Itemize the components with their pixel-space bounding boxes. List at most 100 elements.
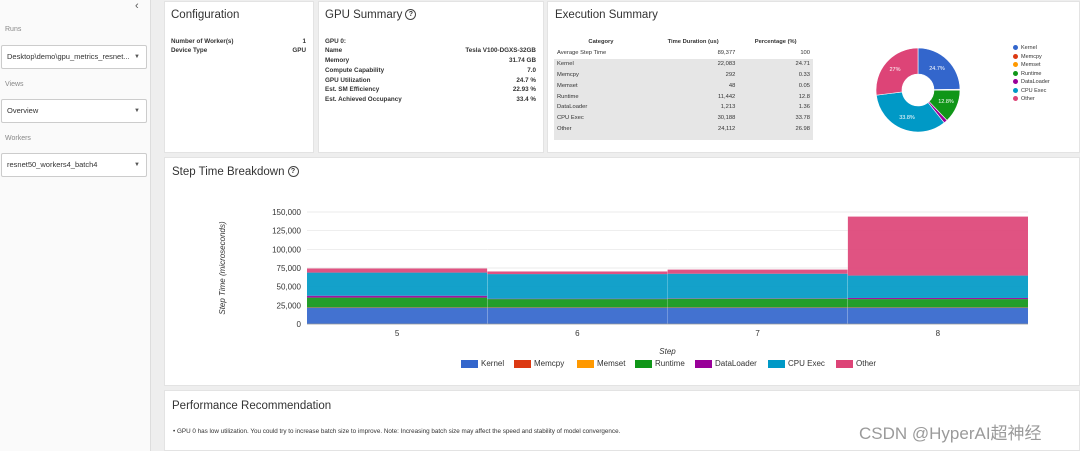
- table-row: Kernel 22,083 24.71: [554, 58, 813, 70]
- legend-item-runtime[interactable]: Runtime: [635, 359, 685, 368]
- gpu-key: Memory: [325, 57, 350, 64]
- legend-dot: [1013, 53, 1018, 59]
- pie-slice-cpu-exec[interactable]: [875, 91, 945, 133]
- legend-label: Memset: [597, 359, 626, 368]
- legend-item-other[interactable]: Other: [1013, 96, 1035, 102]
- table-cell: 11,442: [647, 91, 739, 102]
- area-segment-runtime[interactable]: [487, 299, 668, 308]
- pie-label-kernel: 24.7%: [929, 66, 945, 72]
- legend-label: Runtime: [655, 359, 685, 368]
- table-cell: 30,188: [647, 112, 739, 124]
- help-icon[interactable]: ?: [287, 166, 299, 178]
- table-header[interactable]: Category: [554, 36, 648, 48]
- donut-slices: [875, 47, 961, 133]
- area-segment-cpu-exec[interactable]: [847, 275, 1028, 298]
- area-segment-dataloader[interactable]: [847, 297, 1028, 300]
- step-time-area-chart: 0 25,000 50,000 75,000 100,000 125,000 150,000…: [218, 208, 1028, 356]
- table-cell: CPU Exec: [554, 112, 648, 124]
- legend-item-kernel[interactable]: Kernel: [461, 359, 504, 368]
- config-value: 1: [302, 38, 306, 45]
- legend-label: Kernel: [1021, 45, 1037, 51]
- watermark: CSDN @HyperAI超神经: [859, 424, 1042, 443]
- configuration-title: Configuration: [171, 9, 240, 21]
- views-label: Views: [5, 81, 24, 88]
- legend-swatch: [577, 359, 594, 368]
- table-scrollbar[interactable]: [554, 134, 813, 141]
- legend-item-memcpy[interactable]: Memcpy: [514, 359, 564, 368]
- legend-item-kernel[interactable]: Kernel: [1013, 45, 1037, 51]
- table-header[interactable]: Time Duration (us): [647, 36, 739, 48]
- execution-summary-title: Execution Summary: [555, 9, 658, 21]
- table-cell: Memcpy: [554, 69, 648, 81]
- legend-dot: [1013, 70, 1018, 76]
- area-segment-cpu-exec[interactable]: [487, 274, 668, 299]
- area-segment-cpu-exec[interactable]: [307, 272, 488, 296]
- x-tick-label: 5: [395, 329, 400, 338]
- legend-label: DataLoader: [715, 359, 757, 368]
- legend-item-dataloader[interactable]: DataLoader: [1013, 79, 1050, 85]
- table-cell: 292: [647, 69, 739, 81]
- legend-swatch: [836, 359, 853, 368]
- table-row: Memcpy 292 0.33: [554, 69, 813, 81]
- workers-select-value: resnet50_workers4_batch4: [7, 160, 98, 169]
- area-segment-other[interactable]: [847, 216, 1028, 276]
- gpu-key: Name: [325, 47, 343, 54]
- area-chart-plot: 0 25,000 50,000 75,000 100,000 125,000 150,000…: [218, 208, 1028, 356]
- legend-item-memset[interactable]: Memset: [1013, 62, 1041, 68]
- area-segment-kernel[interactable]: [847, 307, 1028, 324]
- legend-dot: [1013, 62, 1018, 68]
- legend-label: Other: [1021, 96, 1035, 102]
- area-segment-cpu-exec[interactable]: [667, 273, 848, 299]
- config-key: Number of Worker(s): [171, 38, 234, 45]
- gpu-value: 24.7 %: [516, 77, 536, 84]
- area-segment-runtime[interactable]: [667, 298, 848, 308]
- area-segment-other[interactable]: [487, 271, 668, 275]
- help-icon[interactable]: ?: [405, 9, 417, 21]
- x-tick-label: 7: [755, 329, 760, 338]
- table-cell: Runtime: [554, 91, 648, 102]
- legend-item-dataloader[interactable]: DataLoader: [695, 359, 757, 368]
- area-segment-kernel[interactable]: [307, 307, 488, 324]
- area-segment-other[interactable]: [307, 268, 488, 273]
- area-segment-runtime[interactable]: [847, 299, 1028, 308]
- legend-swatch: [768, 359, 785, 368]
- area-segment-kernel[interactable]: [487, 307, 668, 324]
- execution-donut-chart: 24.7% 12.8% 33.8% 27%: [875, 47, 961, 133]
- area-segment-runtime[interactable]: [307, 297, 488, 308]
- workers-select[interactable]: resnet50_workers4_batch4 ▼: [1, 153, 147, 177]
- collapse-sidebar-icon[interactable]: ‹: [135, 0, 139, 12]
- legend-item-cpu-exec[interactable]: CPU Exec: [1013, 88, 1046, 94]
- legend-label: Memcpy: [1021, 53, 1042, 60]
- gpu-label: GPU 0:: [325, 38, 346, 45]
- views-select[interactable]: Overview ▼: [1, 99, 147, 123]
- legend-item-runtime[interactable]: Runtime: [1013, 71, 1041, 77]
- legend-item-other[interactable]: Other: [836, 359, 876, 368]
- pie-slice-other[interactable]: [875, 47, 919, 96]
- legend-item-cpu-exec[interactable]: CPU Exec: [768, 359, 825, 368]
- gpu-value: 7.0: [527, 67, 536, 74]
- gpu-key: Compute Capability: [325, 67, 385, 74]
- gpu-value: 33.4 %: [516, 96, 536, 103]
- table-cell: DataLoader: [554, 101, 648, 113]
- legend-item-memset[interactable]: Memset: [577, 359, 625, 368]
- pie-label-other: 27%: [889, 67, 900, 73]
- gpu-value: Tesla V100-DGXS-32GB: [465, 47, 536, 54]
- table-row: Memset 48 0.05: [554, 80, 813, 92]
- recommendation-panel: [164, 390, 1080, 451]
- gpu-key: GPU Utilization: [325, 77, 371, 84]
- gpu-key: Est. Achieved Occupancy: [325, 96, 402, 103]
- y-tick-label: 75,000: [277, 264, 302, 273]
- pie-slice-kernel[interactable]: [917, 47, 961, 91]
- area-segment-dataloader[interactable]: [307, 295, 488, 298]
- table-header[interactable]: Percentage (%): [738, 36, 813, 48]
- runs-select[interactable]: Desktop\demo\gpu_metrics_resnet... ▼: [1, 45, 147, 69]
- chevron-down-icon: ▼: [134, 54, 140, 60]
- area-segment-kernel[interactable]: [667, 307, 848, 324]
- area-segment-other[interactable]: [667, 269, 848, 274]
- step-breakdown-title-text: Step Time Breakdown: [172, 166, 285, 178]
- legend-swatch: [514, 359, 531, 368]
- table-header-row: Category Time Duration (us) Percentage (…: [554, 36, 813, 48]
- config-value: GPU: [292, 47, 306, 54]
- legend-item-memcpy[interactable]: Memcpy: [1013, 54, 1042, 60]
- gpu-key: Est. SM Efficiency: [325, 86, 380, 93]
